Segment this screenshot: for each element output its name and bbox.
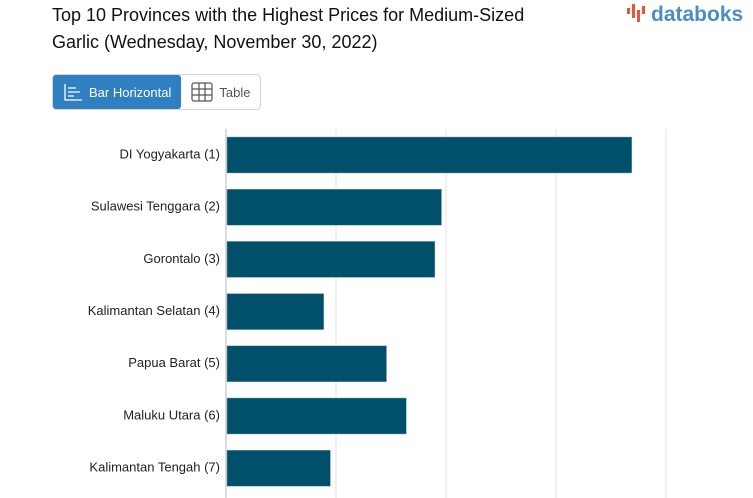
bar	[226, 345, 387, 383]
logo-icon	[627, 4, 645, 22]
tab-label: Table	[219, 84, 251, 100]
bar	[226, 397, 407, 435]
y-tick-label: Sulawesi Tenggara (2)	[91, 199, 220, 214]
bar	[226, 241, 436, 278]
bar	[226, 449, 331, 487]
y-tick-label: Kalimantan Tengah (7)	[89, 460, 220, 475]
table-icon	[191, 82, 213, 102]
y-tick-label: Maluku Utara (6)	[123, 407, 220, 422]
bar	[226, 188, 442, 226]
bar	[226, 293, 325, 330]
chart-title: Top 10 Provinces with the Highest Prices…	[52, 5, 525, 52]
tab-bar[interactable]: Bar Horizontal	[53, 75, 182, 109]
y-tick-label: Kalimantan Selatan (4)	[88, 303, 220, 318]
y-tick-label: Gorontalo (3)	[143, 251, 220, 266]
logo-text: databoks	[651, 3, 744, 26]
logo[interactable]: databoks	[626, 2, 743, 27]
bar-icon	[64, 84, 82, 101]
y-tick-label: DI Yogyakarta (1)	[120, 146, 220, 161]
y-tick-label: Papua Barat (5)	[128, 355, 220, 370]
tab-table[interactable]: Table	[181, 75, 260, 109]
tab-label: Bar Horizontal	[89, 84, 172, 100]
bar	[226, 136, 633, 174]
view-tabs: Bar Horizontal Table	[52, 74, 262, 110]
